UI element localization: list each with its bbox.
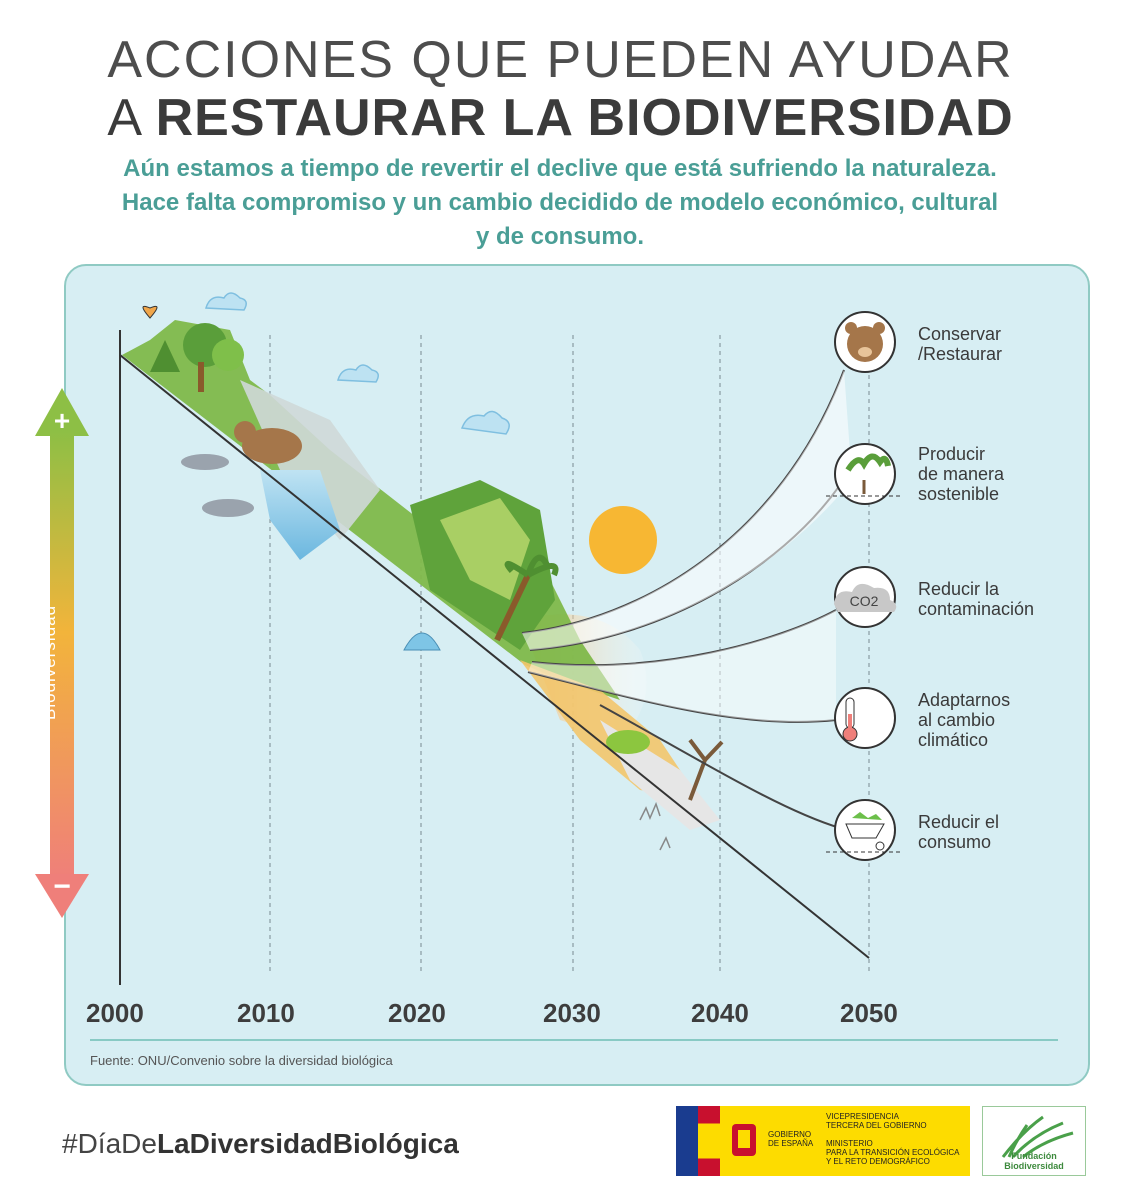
title-line-2-prefix: A [107,89,141,147]
action-consumo-label: Reducir el consumo [918,812,1000,852]
title-line-2-bold: RESTAURAR LA BIODIVERSIDAD [155,89,1014,147]
spain-flag-icon [698,1106,720,1176]
ministry-name: VICEPRESIDENCIA TERCERA DEL GOBIERNO MIN… [826,1112,960,1166]
decline-line [119,354,870,959]
co2-label: CO2 [850,593,879,609]
svg-text:−: − [53,870,71,903]
foundation-name: Fundación Biodiversidad [1004,1151,1064,1171]
government-logo: GOBIERNO DE ESPAÑA VICEPRESIDENCIA TERCE… [676,1106,970,1176]
fundacion-biodiversidad-logo: Fundación Biodiversidad [982,1106,1086,1176]
year-label-2030: 2030 [543,998,601,1028]
svg-text:+: + [54,405,70,436]
action-producir-label: Producir de manera sostenible [918,444,1005,504]
year-label-2020: 2020 [388,998,446,1028]
government-name: GOBIERNO DE ESPAÑA [768,1130,814,1148]
action-conservar-label: Conservar /Restaurar [918,324,1003,364]
coat-of-arms-icon [732,1124,756,1156]
year-label-2010: 2010 [237,998,295,1028]
biodiversity-arrow: + − [35,388,89,918]
title-line-2: A RESTAURAR LA BIODIVERSIDAD [0,88,1121,148]
sun-icon [589,506,657,574]
subtitle: Aún estamos a tiempo de revertir el decl… [121,155,999,250]
sprout-icon [826,443,902,505]
hashtag[interactable]: #DíaDeLaDiversidadBiológica [62,1128,459,1160]
year-label-2050: 2050 [840,998,898,1028]
wheelbarrow-icon [826,799,902,861]
grass-logo-icon [1001,1115,1074,1159]
hashtag-prefix: #DíaDe [62,1128,157,1159]
bear-icon [834,311,896,373]
source-note: Fuente: ONU/Convenio sobre la diversidad… [90,1053,393,1068]
year-label-2040: 2040 [691,998,749,1028]
cloud-icons [205,292,510,435]
action-contaminacion-label: Reducir la contaminación [918,579,1035,619]
thermometer-icon [834,687,896,749]
year-label-2000: 2000 [86,998,144,1028]
declining-landscape [122,305,724,851]
action-adaptarnos-label: Adaptarnos al cambio climático [918,690,1011,750]
eu-flag-icon [676,1106,698,1176]
title-line-1: ACCIONES QUE PUEDEN AYUDAR [107,31,1014,89]
butterfly-icon [142,305,158,319]
y-axis-label: Biodiversidad [40,604,59,720]
co2-cloud-icon: CO2 [834,566,897,628]
hashtag-bold: LaDiversidadBiológica [156,1128,459,1159]
